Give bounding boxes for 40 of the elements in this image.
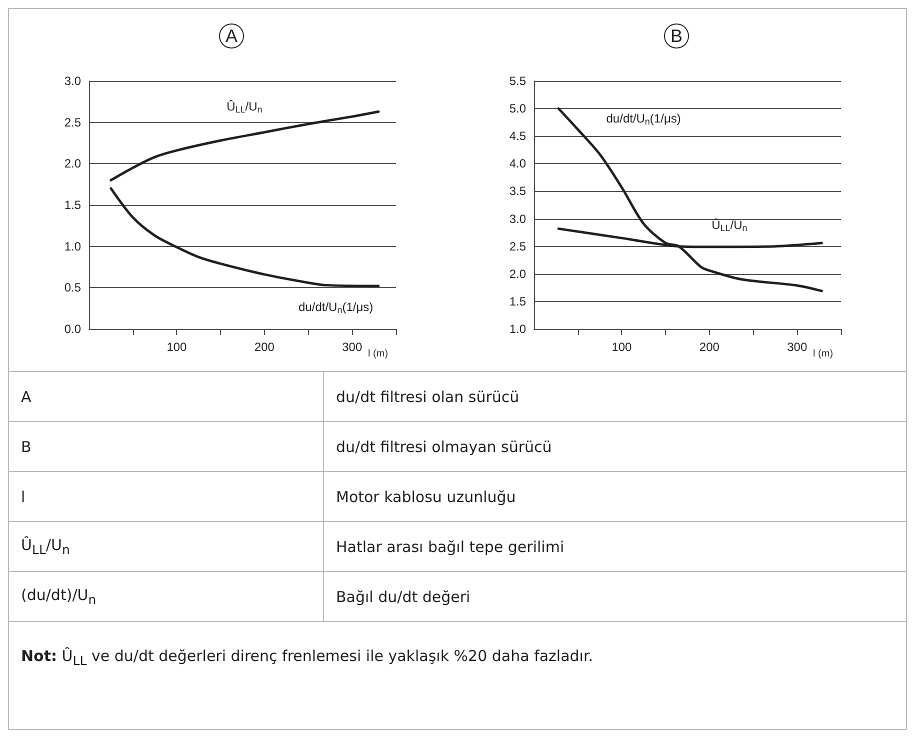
text: du/dt filtresi olmayan sürücü	[324, 422, 906, 472]
chart-title: A	[225, 26, 238, 46]
y-tick-label: 2.0	[509, 266, 526, 281]
text: A	[9, 372, 324, 422]
y-tick-label: 1.0	[509, 322, 526, 336]
y-tick-label: 1.5	[509, 294, 526, 308]
text: Û$_{LL}$/U$_{n}$	[9, 522, 324, 572]
chart-title: B	[670, 26, 683, 46]
text: Bağıl du/dt değeri	[324, 572, 906, 622]
y-tick-label: 1.5	[64, 198, 82, 212]
y-tick-label: 5.0	[509, 102, 526, 116]
x-tick-label: 300	[342, 340, 362, 354]
y-tick-label: 4.5	[509, 129, 526, 144]
text: l	[9, 472, 324, 522]
x-tick-label: 100	[612, 340, 632, 354]
text: (du/dt)/U$_{n}$	[9, 572, 324, 622]
line-series	[110, 187, 380, 288]
y-tick-label: 2.5	[509, 239, 526, 254]
y-tick-label: 2.0	[64, 156, 82, 171]
text: du/dt filtresi olan sürücü	[324, 372, 906, 422]
x-tick-label: 100	[166, 340, 188, 354]
y-tick-label: 2.5	[64, 115, 82, 130]
x-axis-title: l (m)	[813, 348, 834, 360]
x-tick-label: 200	[254, 340, 275, 354]
x-tick-label: 200	[699, 340, 720, 354]
y-tick-label: 0.0	[64, 322, 82, 336]
text: Motor kablosu uzunluğu	[324, 472, 906, 522]
text: B	[9, 422, 324, 472]
text: Hatlar arası bağıl tepe gerilimi	[324, 522, 906, 572]
x-axis-title: l (m)	[368, 348, 388, 360]
line-series	[557, 107, 823, 292]
y-tick-label: 4.0	[509, 156, 526, 171]
y-tick-label: 3.0	[64, 74, 82, 88]
x-tick-label: 300	[787, 340, 808, 354]
text: Not: Û$_{LL}$ ve du/dt değerleri direnç frenlemesi ile yaklaşık %20 daha fazladır.	[9, 622, 906, 692]
y-tick-label: 3.0	[509, 212, 526, 226]
y-tick-label: 5.5	[509, 74, 526, 88]
y-tick-label: 1.0	[64, 239, 82, 254]
y-tick-label: 3.5	[509, 184, 526, 198]
y-tick-label: 0.5	[64, 280, 82, 295]
